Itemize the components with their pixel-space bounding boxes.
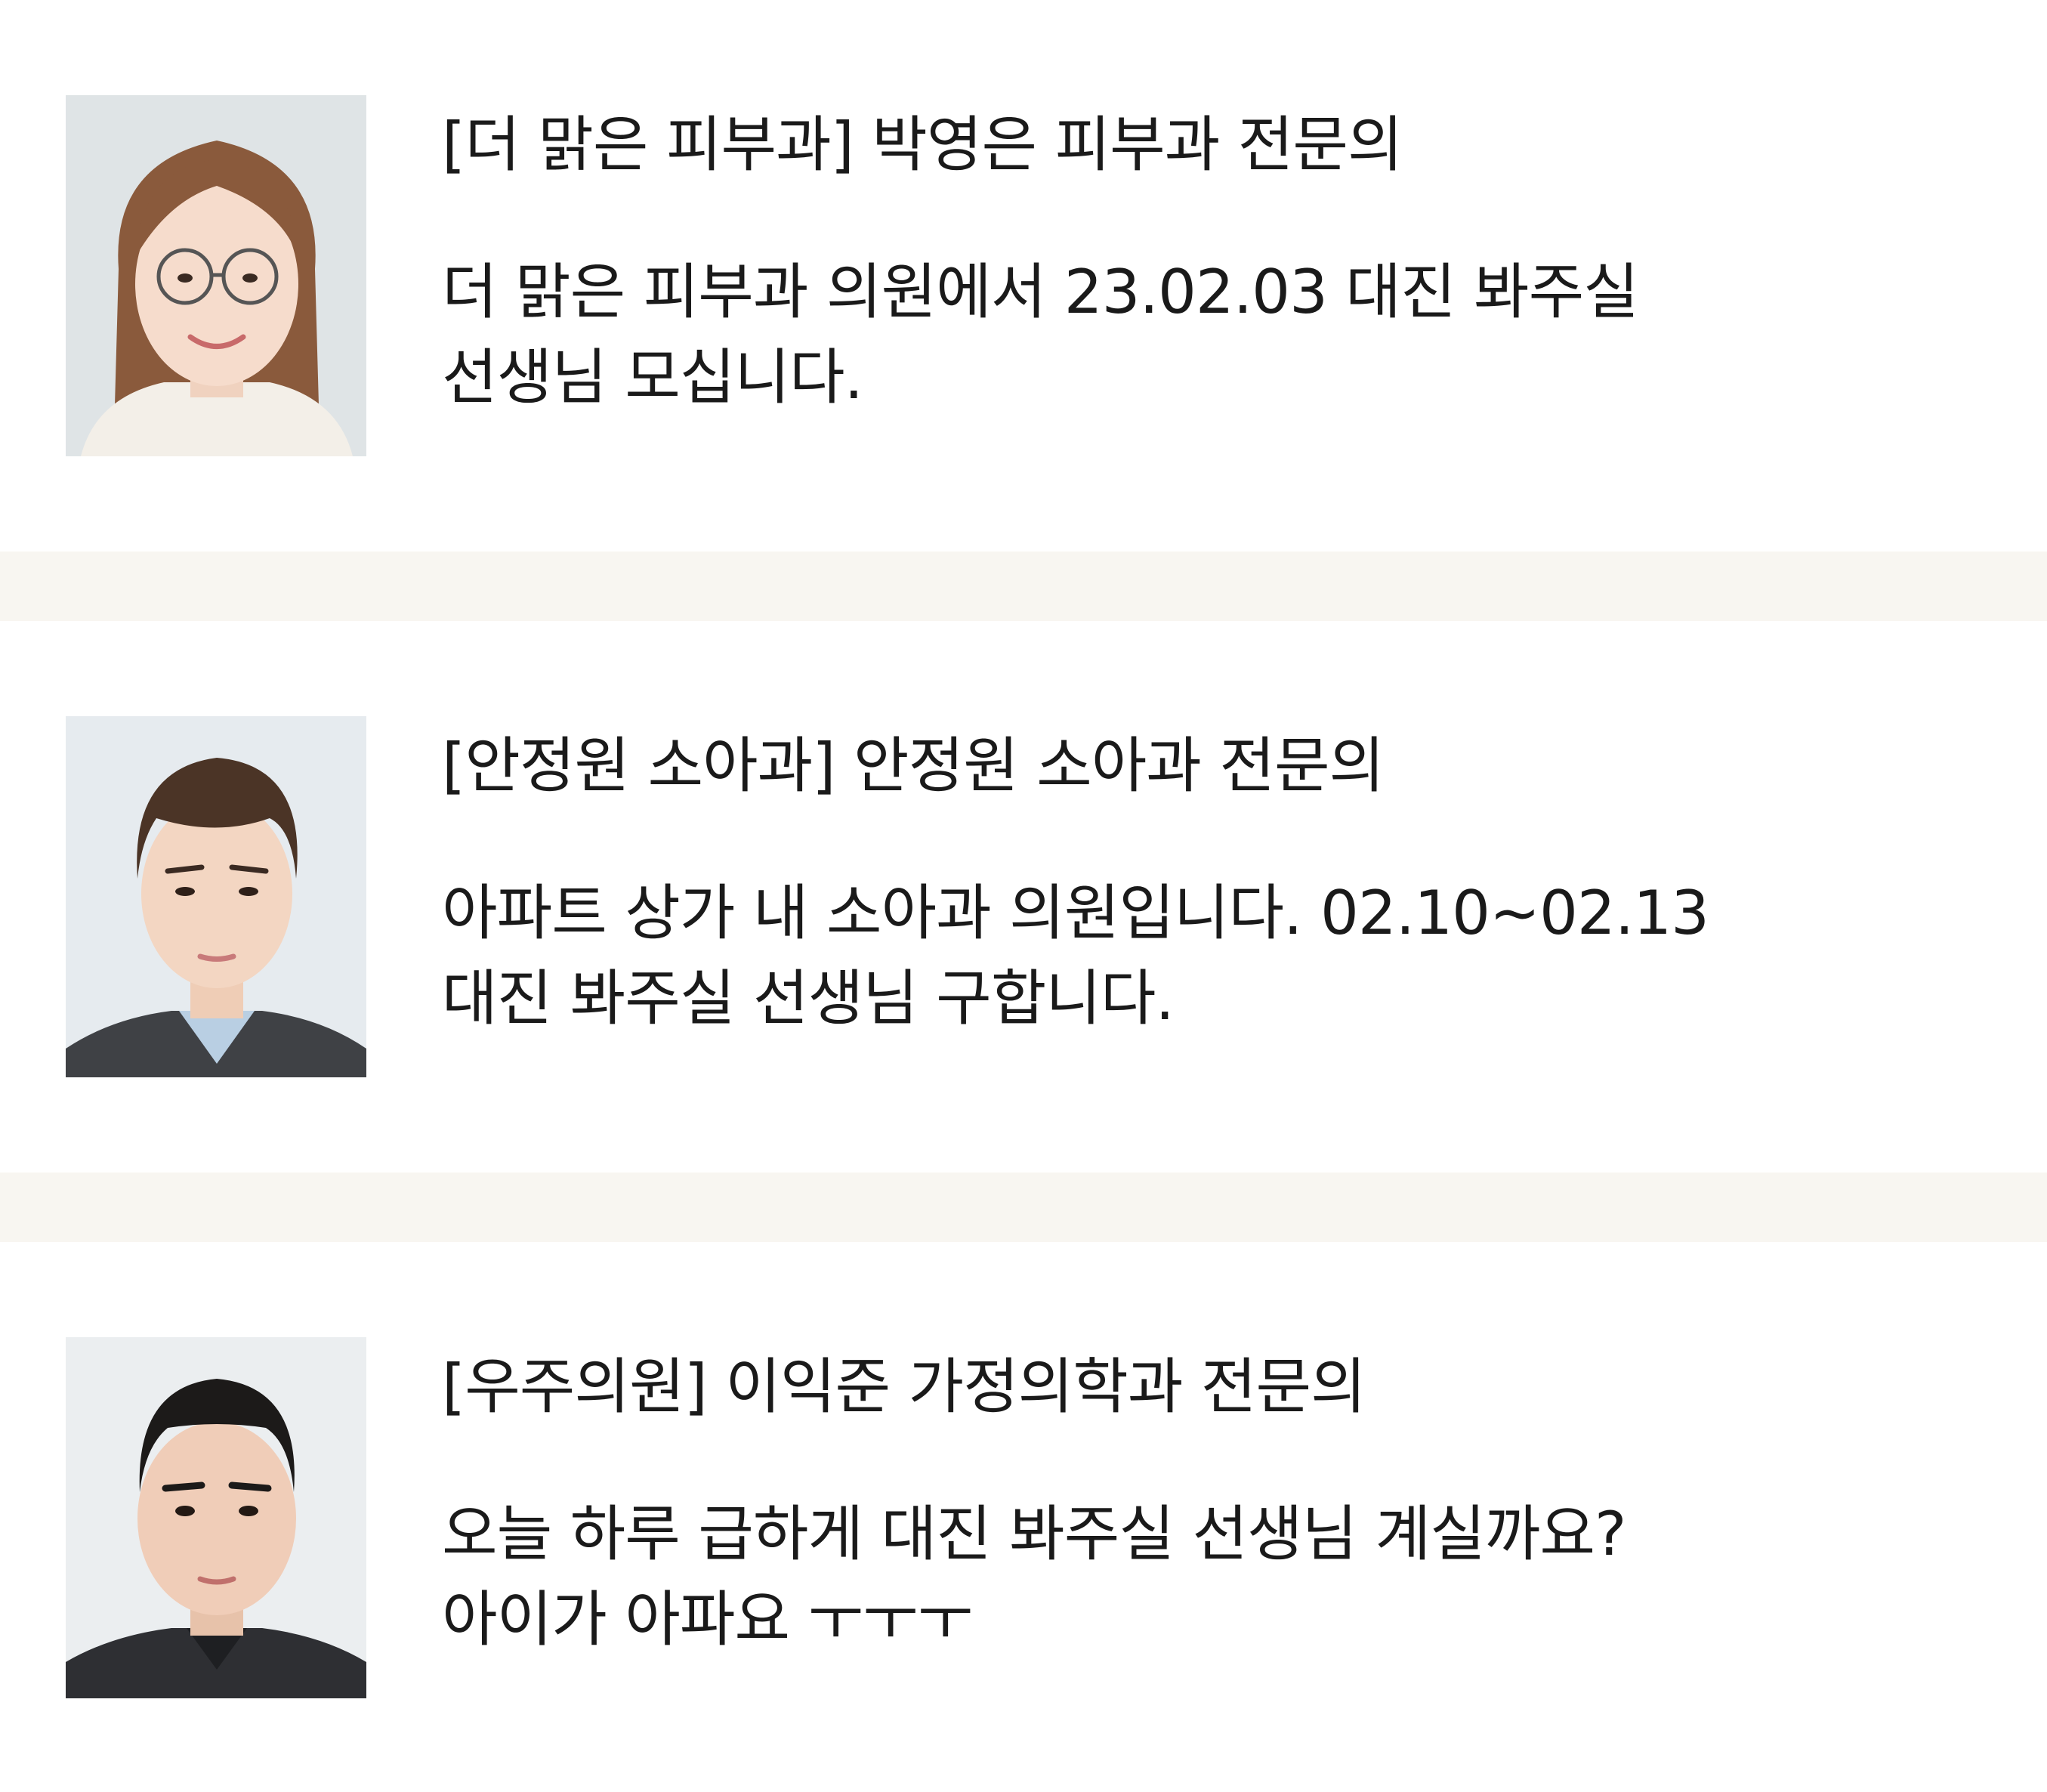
post-content: [안정원 소아과] 안정원 소아과 전문의 아파트 상가 내 소아과 의원입니다… [442,728,1998,1041]
post-body: 아파트 상가 내 소아과 의원입니다. 02.10~02.13 대진 봐주실 선… [442,870,1998,1041]
profile-photo-icon [66,1337,366,1698]
list-item[interactable]: [안정원 소아과] 안정원 소아과 전문의 아파트 상가 내 소아과 의원입니다… [0,621,2047,1173]
post-body-line: 대진 봐주실 선생님 구합니다. [442,963,1175,1033]
avatar [66,716,366,1077]
profile-photo-icon [66,716,366,1077]
profile-photo-icon [66,95,366,456]
post-body-line: 오늘 하루 급하게 대진 봐주실 선생님 계실까요? [442,1499,1626,1569]
post-content: [우주의원] 이익준 가정의학과 전문의 오늘 하루 급하게 대진 봐주실 선생… [442,1349,1998,1662]
post-body: 더 맑은 피부과 의원에서 23.02.03 대진 봐주실 선생님 모십니다. [442,249,1998,420]
list-item[interactable]: [더 맑은 피부과] 박영은 피부과 전문의 더 맑은 피부과 의원에서 23.… [0,0,2047,552]
post-body-line: 더 맑은 피부과 의원에서 23.02.03 대진 봐주실 [442,257,1639,327]
post-content: [더 맑은 피부과] 박영은 피부과 전문의 더 맑은 피부과 의원에서 23.… [442,107,1998,420]
post-title: [안정원 소아과] 안정원 소아과 전문의 [442,731,1385,801]
divider [0,552,2047,621]
list-item[interactable]: [우주의원] 이익준 가정의학과 전문의 오늘 하루 급하게 대진 봐주실 선생… [0,1242,2047,1792]
avatar [66,95,366,456]
post-body-line: 선생님 모십니다. [442,342,863,412]
post-body: 오늘 하루 급하게 대진 봐주실 선생님 계실까요? 아이가 아파요 ㅜㅜㅜ [442,1491,1998,1662]
post-body-line: 아이가 아파요 ㅜㅜㅜ [442,1584,973,1655]
divider [0,1173,2047,1242]
post-title: [우주의원] 이익준 가정의학과 전문의 [442,1352,1366,1422]
post-body-line: 아파트 상가 내 소아과 의원입니다. 02.10~02.13 [442,878,1709,948]
post-title: [더 맑은 피부과] 박영은 피부과 전문의 [442,110,1403,180]
avatar [66,1337,366,1698]
